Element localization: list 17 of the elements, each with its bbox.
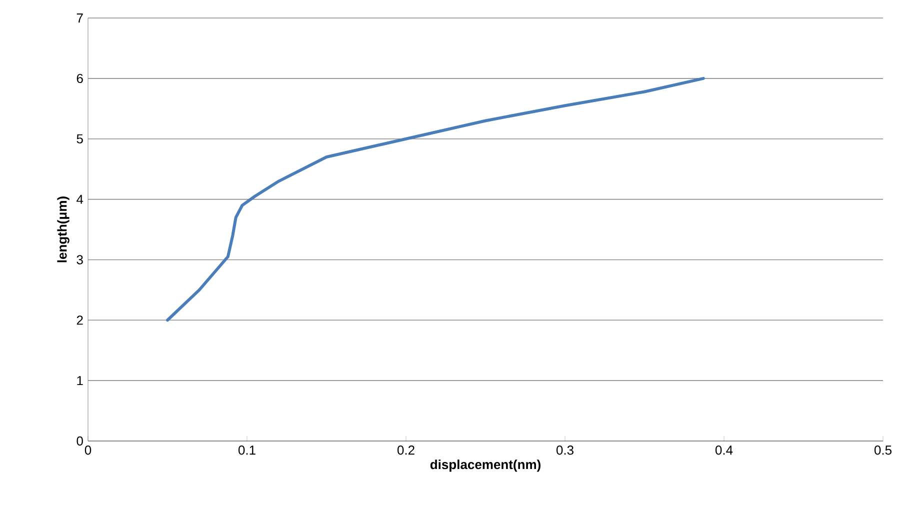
y-tick-label: 2 <box>76 316 83 325</box>
y-tick-label: 5 <box>76 134 83 144</box>
y-tick-label: 4 <box>76 194 84 204</box>
x-axis-title: displacement(nm) <box>430 460 540 472</box>
x-tick-label: 0.4 <box>715 446 733 455</box>
x-tick-label: 0.3 <box>556 446 574 455</box>
y-tick-label: 3 <box>76 255 83 264</box>
x-tick-label: 0 <box>84 446 92 455</box>
y-tick-label: 0 <box>76 436 83 446</box>
y-tick-label: 7 <box>76 14 83 22</box>
y-axis-title: length(μm) <box>57 196 70 262</box>
line-series <box>166 76 705 322</box>
y-tick-label: 1 <box>77 376 83 386</box>
x-tick-label: 0.5 <box>874 446 892 455</box>
y-tick-label: 6 <box>76 74 83 84</box>
x-tick-label: 0.2 <box>397 446 414 455</box>
x-tick-label: 0.1 <box>238 446 256 455</box>
